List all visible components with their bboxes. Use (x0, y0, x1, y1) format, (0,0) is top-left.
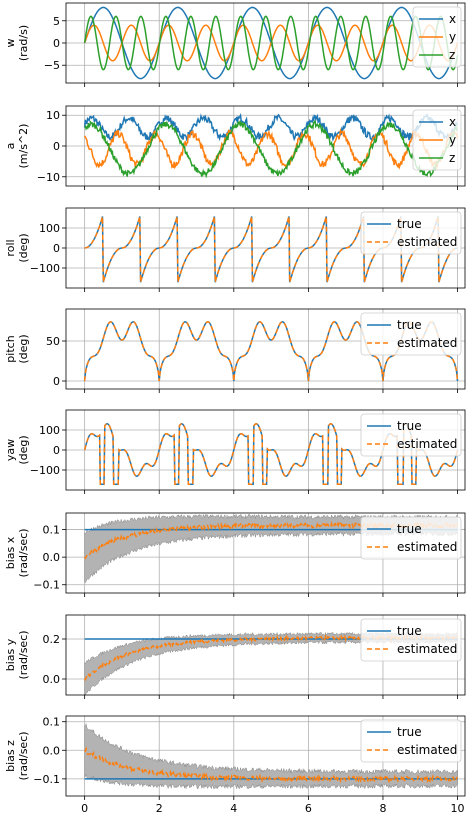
legend-entry-estimated: estimated (397, 235, 457, 249)
legend-entry-true: true (397, 522, 422, 536)
x-tick-label: 6 (305, 802, 312, 815)
subplot-bias_y: 0.0 0.2 bias y (rad/sec) true estimated (4, 614, 466, 699)
y-tick-label: 0 (53, 444, 60, 457)
y-tick-label: 10 (46, 109, 60, 122)
legend-entry-estimated: estimated (397, 540, 457, 554)
legend-box (360, 413, 462, 457)
axes-frame (65, 614, 466, 696)
uncertainty-band (84, 722, 458, 790)
legend-box (360, 719, 462, 763)
y-axis-label: bias x (4, 536, 17, 569)
series-line-w-z (83, 15, 459, 71)
legend-entry-true: true (397, 217, 422, 231)
y-tick-label: 0 (53, 140, 60, 153)
series-line-w-y (83, 24, 459, 62)
y-tick-label: 100 (39, 222, 60, 235)
legend-entry-z: z (449, 48, 455, 62)
x-tick-label: 8 (379, 802, 386, 815)
series-line-bias_x-estimated (84, 520, 459, 560)
legend-entry-z: z (449, 151, 455, 165)
y-tick-label: −5 (44, 59, 60, 72)
legend-entry-true: true (397, 725, 422, 739)
legend-entry-true: true (397, 318, 422, 332)
y-tick-label: 0.0 (43, 744, 61, 757)
y-axis-label: (rad/sec) (17, 528, 30, 577)
legend-box (360, 516, 462, 560)
y-tick-label: 0.1 (43, 524, 61, 537)
series-line-yaw-estimated (83, 423, 459, 485)
legend-box (360, 618, 462, 662)
legend-box (360, 211, 462, 255)
y-tick-label: −100 (30, 262, 60, 275)
subplot-yaw: −100 0 100 yaw (deg) true estimated (4, 409, 466, 494)
axes-frame (65, 715, 466, 797)
y-axis-label: (deg) (17, 233, 30, 262)
y-tick-label: 50 (46, 335, 60, 348)
y-tick-label: 0 (53, 242, 60, 255)
y-tick-label: 100 (39, 424, 60, 437)
y-axis-label: yaw (4, 439, 17, 461)
legend-entry-y: y (449, 133, 456, 147)
y-tick-label: −100 (30, 464, 60, 477)
y-axis-label: bias y (4, 638, 17, 671)
subplot-roll: −100 0 100 roll (deg) true estimated (4, 207, 466, 292)
axes-frame (65, 512, 466, 594)
y-axis-label: w (4, 39, 17, 48)
x-tick-label: 10 (451, 802, 465, 815)
subplot-bias_z: −0.1 0.0 0.1 0 2 4 6 8 10 bias z (rad/sec) true esti… (4, 715, 466, 815)
legend-box (360, 312, 462, 356)
y-tick-label: −0.1 (33, 579, 60, 592)
y-axis-label: (m/s^2) (17, 124, 30, 169)
y-axis-label: (rad/sec) (17, 731, 30, 780)
x-tick-label: 4 (230, 802, 237, 815)
legend-entry-y: y (449, 30, 456, 44)
legend-entry-x: x (449, 115, 456, 129)
y-axis-label: (rad/sec) (17, 630, 30, 679)
y-tick-label: 0.0 (43, 551, 61, 564)
series-line-a-z (84, 119, 458, 179)
legend-entry-estimated: estimated (397, 336, 457, 350)
y-tick-label: 0 (53, 37, 60, 50)
legend-entry-estimated: estimated (397, 642, 457, 656)
y-axis-label: a (4, 143, 17, 150)
y-axis-label: roll (4, 239, 17, 256)
legend-entry-x: x (449, 12, 456, 26)
subplot-pitch: 0 50 pitch (deg) true estimated (4, 308, 466, 393)
legend-entry-estimated: estimated (397, 743, 457, 757)
y-tick-label: 0.0 (43, 673, 61, 686)
y-tick-label: −0.1 (33, 773, 60, 786)
y-tick-label: 5 (53, 15, 60, 28)
y-tick-label: −10 (37, 171, 60, 184)
series-line-a-y (83, 127, 459, 170)
y-tick-label: 0 (53, 375, 60, 388)
x-tick-label: 2 (156, 802, 163, 815)
legend-entry-true: true (397, 624, 422, 638)
subplot-w: −5 0 5 w (rad/s) xyz (4, 2, 466, 87)
subplot-a: −10 0 10 a (m/s^2) xyz (4, 105, 466, 190)
legend-entry-true: true (397, 419, 422, 433)
y-axis-label: bias z (4, 740, 17, 772)
x-tick-label: 0 (81, 802, 88, 815)
y-axis-label: (deg) (17, 334, 30, 363)
y-axis-label: (rad/s) (17, 25, 30, 61)
y-tick-label: 0.1 (43, 716, 61, 729)
axes-frame (65, 308, 466, 390)
series-line-a-x (83, 112, 459, 143)
y-axis-label: pitch (4, 335, 17, 362)
series-line-bias_z-estimated (84, 746, 458, 784)
y-tick-label: 0.2 (43, 633, 61, 646)
y-axis-label: (deg) (17, 435, 30, 464)
legend-entry-estimated: estimated (397, 437, 457, 451)
subplot-bias_x: −0.1 0.0 0.1 bias x (rad/sec) true estimated (4, 512, 466, 597)
